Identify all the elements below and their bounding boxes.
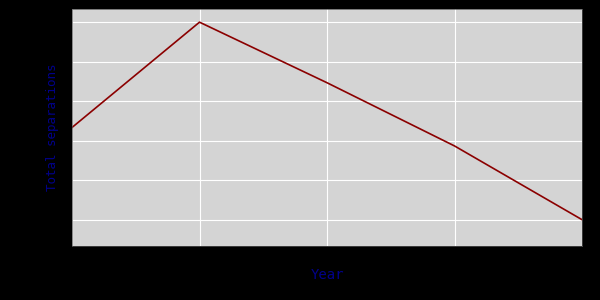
X-axis label: Year: Year [310, 268, 344, 281]
Y-axis label: Total separations: Total separations [46, 64, 59, 191]
